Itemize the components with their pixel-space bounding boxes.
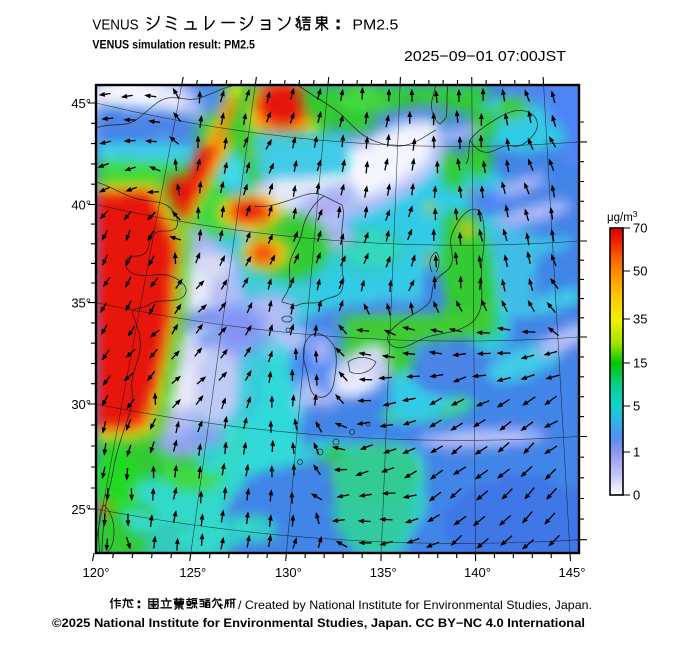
svg-text:35: 35 <box>633 312 647 327</box>
svg-text:μg/m3: μg/m3 <box>607 209 638 224</box>
svg-text:5: 5 <box>633 399 640 414</box>
svg-text:45°: 45° <box>71 96 91 111</box>
svg-text:50: 50 <box>633 264 647 279</box>
svg-text:140°: 140° <box>464 565 491 580</box>
svg-text:0: 0 <box>633 488 640 503</box>
svg-text:©2025 National Institute for E: ©2025 National Institute for Environment… <box>52 617 585 630</box>
svg-text:120°: 120° <box>83 565 110 580</box>
svg-text:2025−09−01 07:00JST: 2025−09−01 07:00JST <box>404 48 566 65</box>
svg-text:15: 15 <box>633 356 647 371</box>
svg-text:145°: 145° <box>559 565 586 580</box>
svg-text:25°: 25° <box>71 502 91 517</box>
svg-text:PM2.5: PM2.5 <box>352 17 398 34</box>
svg-text:70: 70 <box>633 221 647 236</box>
svg-text:VENUS simulation result: PM2.5: VENUS simulation result: PM2.5 <box>92 38 255 52</box>
svg-text:135°: 135° <box>370 565 397 580</box>
svg-text:/ Created by National Institut: / Created by National Institute for Envi… <box>238 598 592 612</box>
svg-text:35°: 35° <box>71 295 91 310</box>
svg-text:1: 1 <box>633 445 640 460</box>
svg-text:40°: 40° <box>71 197 91 212</box>
svg-text:125°: 125° <box>179 565 206 580</box>
svg-text:130°: 130° <box>275 565 302 580</box>
svg-text:30°: 30° <box>71 397 91 412</box>
svg-text:VENUS: VENUS <box>92 17 138 34</box>
